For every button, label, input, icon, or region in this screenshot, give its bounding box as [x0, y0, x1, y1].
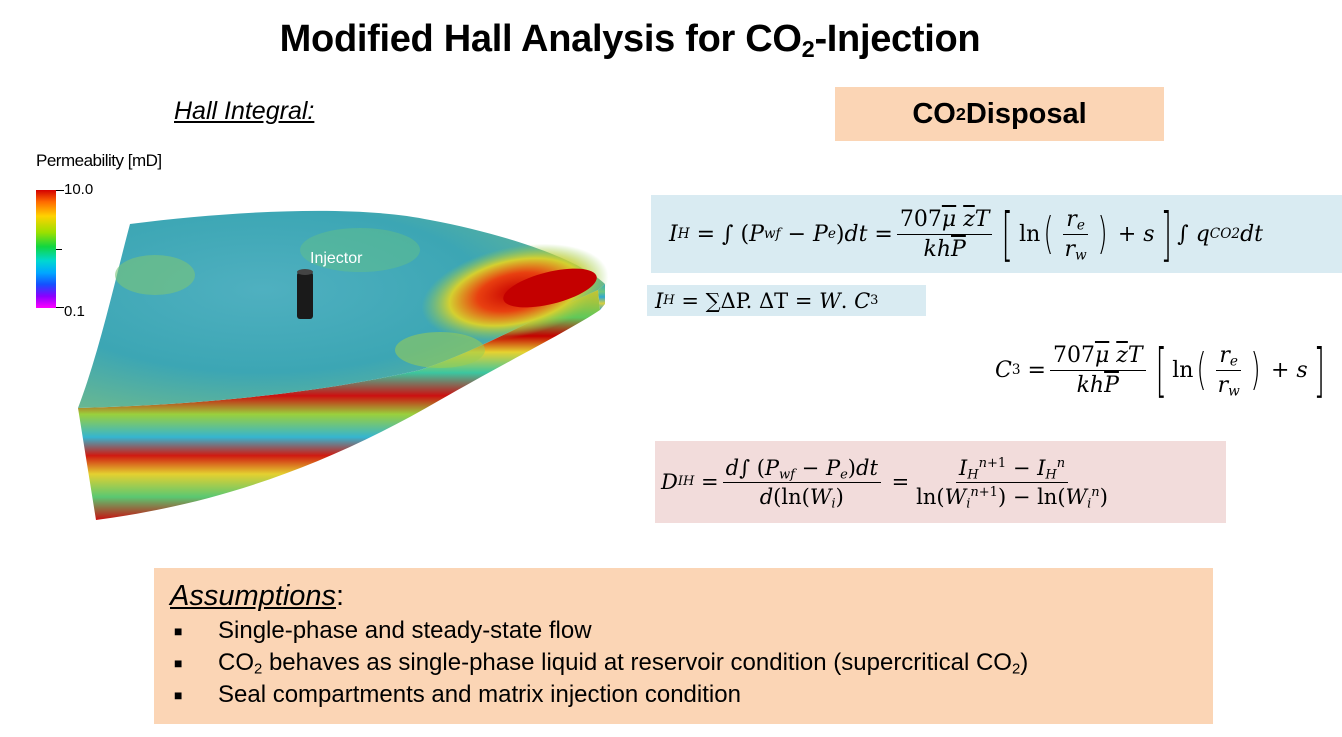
colorbar-min-label: 0.1: [64, 303, 85, 320]
permeability-colorbar: [36, 190, 56, 308]
colorbar-max-label: 10.0: [64, 181, 94, 198]
assumption-item: ■ Single-phase and steady-state flow: [170, 617, 1197, 645]
bullet-icon: ■: [174, 687, 183, 703]
assumptions-box: Assumptions: ■ Single-phase and steady-s…: [154, 568, 1213, 724]
injector-label: Injector: [310, 250, 363, 267]
colorbar-tick-max: [56, 190, 64, 191]
slide-title: Modified Hall Analysis for CO2-Injection: [279, 18, 981, 62]
assumption-item: ■ Seal compartments and matrix injection…: [170, 681, 1197, 709]
assumption-item: ■ CO2 behaves as single-phase liquid at …: [170, 649, 1197, 677]
permeability-legend-title: Permeability [mD]: [36, 151, 162, 170]
injector-well-icon: [297, 272, 313, 319]
assumptions-heading: Assumptions:: [170, 580, 345, 612]
reservoir-permeability-model: [78, 210, 609, 520]
co2-disposal-box: CO 2 Disposal: [835, 87, 1164, 141]
colorbar-tick-mid: [56, 249, 62, 250]
hall-integral-heading: Hall Integral:: [174, 97, 315, 125]
bullet-icon: ■: [174, 623, 183, 639]
derivative-hall-equation: D IH = d∫ (Pwf − Pe)dt d(ln(Wi) = IHn+1 − …: [655, 441, 1226, 523]
bullet-icon: ■: [174, 655, 183, 671]
colorbar-tick-min: [56, 307, 64, 308]
